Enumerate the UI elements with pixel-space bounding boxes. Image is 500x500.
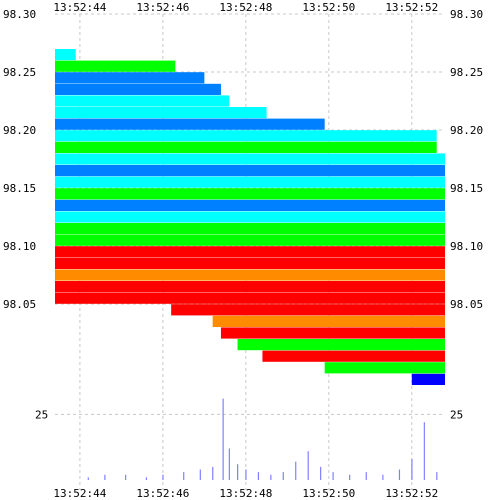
heatmap-band	[55, 72, 205, 84]
y-tick-label-right: 98.10	[450, 240, 483, 253]
heatmap-band	[55, 141, 437, 153]
heatmap-band	[55, 211, 445, 223]
volume-bar	[162, 474, 164, 480]
volume-bar	[87, 477, 89, 480]
y-tick-label-left: 98.10	[3, 240, 36, 253]
y-tick-label-right: 98.20	[450, 124, 483, 137]
y-tick-label-right: 98.30	[450, 8, 483, 21]
x-tick-label-top: 13:52:48	[219, 1, 272, 14]
volume-bar	[125, 474, 127, 480]
volume-tick-label-right: 25	[450, 408, 463, 421]
heatmap-band	[55, 95, 230, 107]
heatmap-band	[55, 118, 325, 130]
volume-tick-label-left: 25	[35, 408, 48, 421]
volume-bar	[245, 469, 247, 480]
heatmap-band	[55, 292, 445, 304]
y-tick-label-left: 98.30	[3, 8, 36, 21]
volume-bar	[349, 474, 351, 480]
heatmap-band	[55, 176, 445, 188]
heatmap-band	[55, 153, 445, 165]
volume-bar	[307, 451, 309, 480]
x-tick-label-top: 13:52:44	[53, 1, 106, 14]
axis-tick-labels: 13:52:44 13:52:44 13:52:46 13:52:46 13:52:48…	[3, 1, 483, 500]
volume-bar	[423, 422, 425, 480]
volume-bar	[411, 459, 413, 480]
heatmap-band	[55, 49, 76, 61]
heatmap-band	[55, 60, 176, 72]
volume-bar	[237, 464, 239, 480]
volume-bar	[228, 448, 230, 480]
volume-bar	[320, 466, 322, 480]
heatmap-band	[55, 234, 445, 246]
volume-bars	[87, 398, 438, 480]
heatmap-band	[55, 130, 437, 142]
volume-bar	[382, 474, 384, 480]
heatmap-band	[171, 304, 445, 316]
y-tick-label-right: 98.25	[450, 66, 483, 79]
volume-bar	[145, 477, 147, 480]
y-tick-label-right: 98.05	[450, 298, 483, 311]
heatmap-band	[237, 339, 445, 351]
x-tick-label-bottom: 13:52:46	[136, 487, 189, 500]
volume-bar	[199, 469, 201, 480]
heatmap-band	[55, 83, 221, 95]
x-tick-label-top: 13:52:46	[136, 1, 189, 14]
heatmap-band	[55, 269, 445, 281]
heatmap-band	[324, 362, 445, 374]
volume-bar	[222, 398, 224, 480]
volume-bar	[270, 474, 272, 480]
x-tick-label-top: 13:52:52	[385, 1, 438, 14]
heatmap-band	[55, 188, 445, 200]
x-tick-label-bottom: 13:52:50	[302, 487, 355, 500]
heatmap-band	[55, 246, 445, 258]
heatmap-band	[411, 373, 445, 385]
x-tick-label-bottom: 13:52:48	[219, 487, 272, 500]
heatmap-band	[55, 223, 445, 235]
heatmap-band	[220, 327, 445, 339]
heatmap-band	[212, 315, 445, 327]
y-tick-label-left: 98.25	[3, 66, 36, 79]
heatmap-band	[55, 257, 445, 269]
x-tick-label-bottom: 13:52:44	[53, 487, 106, 500]
heatmap-band	[55, 281, 445, 293]
y-tick-label-left: 98.15	[3, 182, 36, 195]
heatmap-band	[262, 350, 445, 362]
y-tick-label-left: 98.20	[3, 124, 36, 137]
volume-bar	[104, 474, 106, 480]
volume-bar	[365, 472, 367, 480]
volume-bar	[212, 466, 214, 480]
heatmap-bands	[55, 49, 445, 385]
volume-bar	[295, 461, 297, 480]
volume-bar	[257, 472, 259, 480]
volume-bar	[282, 472, 284, 480]
heatmap-band	[55, 199, 445, 211]
y-tick-label-right: 98.15	[450, 182, 483, 195]
x-tick-label-bottom: 13:52:52	[385, 487, 438, 500]
y-tick-label-left: 98.05	[3, 298, 36, 311]
x-tick-label-top: 13:52:50	[302, 1, 355, 14]
volume-bar	[332, 472, 334, 480]
volume-bar	[398, 469, 401, 480]
heatmap-band	[55, 165, 445, 177]
volume-bar	[183, 472, 185, 480]
heatmap-band	[55, 107, 267, 119]
volume-bar	[436, 472, 438, 480]
